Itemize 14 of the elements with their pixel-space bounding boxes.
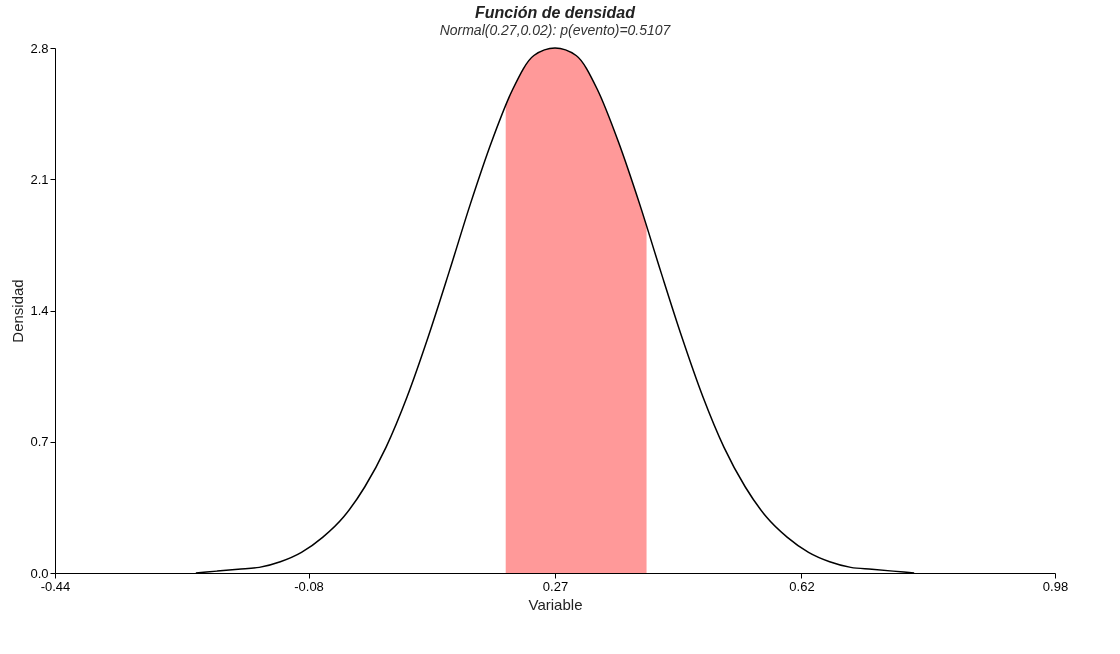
y-tick-label: 2.1 xyxy=(30,171,49,187)
y-tick-label: 1.4 xyxy=(30,303,49,318)
x-tick-label: 0.62 xyxy=(789,578,815,594)
chart-subtitle: Normal(0.27,0.02): p(evento)=0.5107 xyxy=(439,22,672,38)
y-tick-label: 2.8 xyxy=(30,40,49,56)
x-axis-title: Variable xyxy=(528,595,583,613)
x-tick-label: 0.27 xyxy=(542,578,569,594)
x-tick-label: 0.98 xyxy=(1042,578,1069,594)
x-tick-label: -0.08 xyxy=(294,578,324,594)
y-tick-label: 0.7 xyxy=(30,434,49,450)
y-axis-title: Densidad xyxy=(9,279,27,343)
x-tick-label: -0.44 xyxy=(40,578,71,594)
y-tick-label: 0.0 xyxy=(30,565,49,581)
chart-title: Función de densidad xyxy=(474,4,637,21)
